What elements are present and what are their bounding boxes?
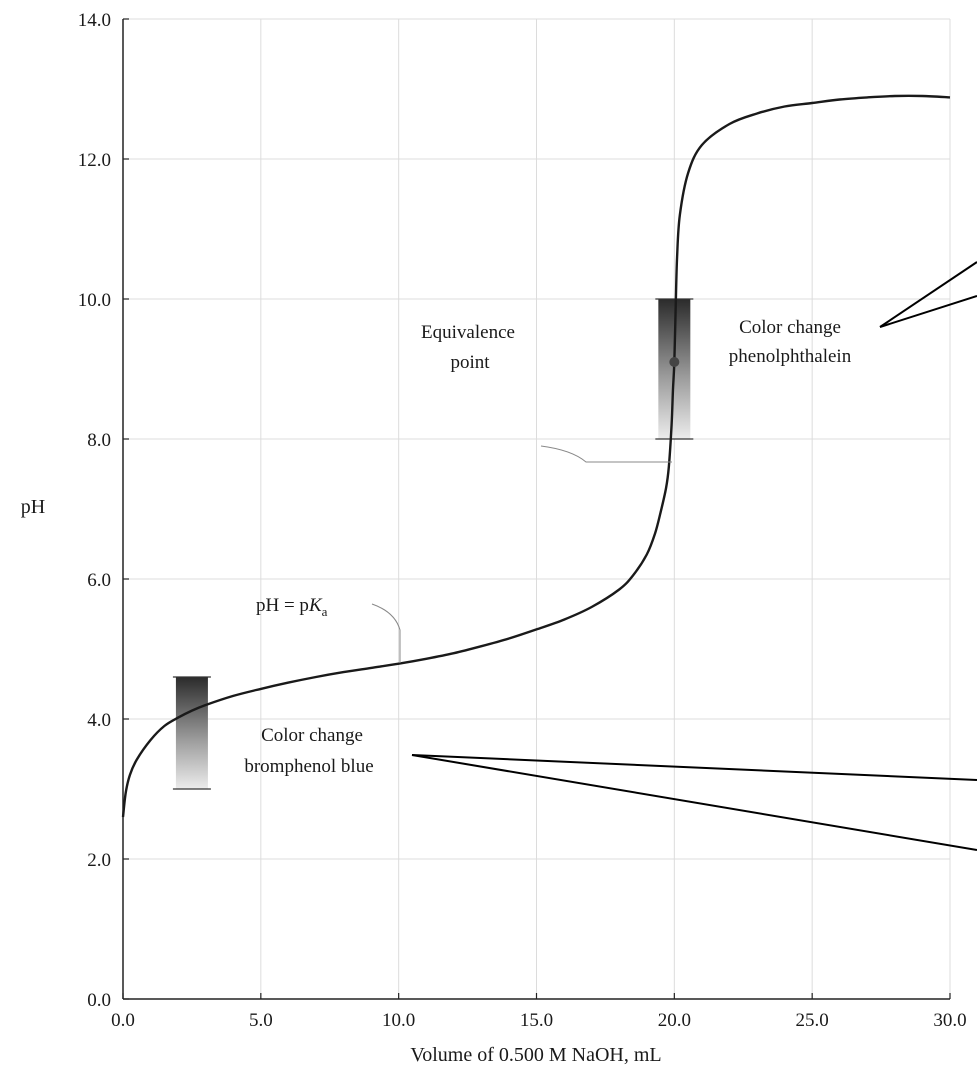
brom-pointer-line-1 bbox=[411, 754, 977, 781]
x-tick-label: 5.0 bbox=[249, 1010, 273, 1031]
y-tick-label: 12.0 bbox=[78, 150, 111, 171]
y-tick-label: 14.0 bbox=[78, 10, 111, 31]
titration-curve bbox=[121, 94, 951, 818]
indicator-range-bar bbox=[175, 677, 208, 789]
y-tick-label: 4.0 bbox=[87, 710, 111, 731]
x-tick-label: 20.0 bbox=[658, 1010, 691, 1031]
x-tick-label: 15.0 bbox=[520, 1010, 553, 1031]
phenol-pointer-line-1 bbox=[879, 261, 977, 328]
indicator-ranges bbox=[172, 298, 694, 790]
curve-layer bbox=[121, 94, 951, 818]
equivalence-label-line2: point bbox=[450, 352, 490, 373]
x-tick-label: 10.0 bbox=[382, 1010, 415, 1031]
axis-ticks: 0.0 5.0 10.0 15.0 20.0 25.0 30.0 0.0 2.0 4.0 6.0 8.… bbox=[78, 10, 967, 1031]
phenol-pointer-line-2 bbox=[879, 295, 977, 328]
x-tick-label: 25.0 bbox=[796, 1010, 829, 1031]
y-tick-label: 6.0 bbox=[87, 570, 111, 591]
pka-label: pH = pKa bbox=[256, 595, 328, 619]
pka-leader-line bbox=[371, 603, 401, 663]
y-tick-label: 0.0 bbox=[87, 990, 111, 1011]
bromphenol-label-line1: Color change bbox=[261, 725, 363, 746]
y-tick-label: 2.0 bbox=[87, 850, 111, 871]
phenolphthalein-label-line2: phenolphthalein bbox=[729, 346, 852, 367]
equivalence-point-marker bbox=[669, 357, 680, 367]
grid-lines bbox=[123, 18, 951, 999]
phenolphthalein-label-line1: Color change bbox=[739, 317, 841, 338]
y-axis-title: pH bbox=[21, 496, 45, 518]
x-tick-label: 30.0 bbox=[933, 1010, 966, 1031]
brom-pointer-line-2 bbox=[411, 754, 977, 851]
equivalence-label-line1: Equivalence bbox=[421, 322, 515, 343]
bromphenol-label-line2: bromphenol blue bbox=[244, 756, 373, 777]
y-tick-label: 10.0 bbox=[78, 290, 111, 311]
y-tick-label: 8.0 bbox=[87, 430, 111, 451]
x-tick-label: 0.0 bbox=[111, 1010, 135, 1031]
x-axis-title: Volume of 0.500 M NaOH, mL bbox=[410, 1044, 661, 1066]
equivalence-leader-line bbox=[540, 445, 672, 463]
